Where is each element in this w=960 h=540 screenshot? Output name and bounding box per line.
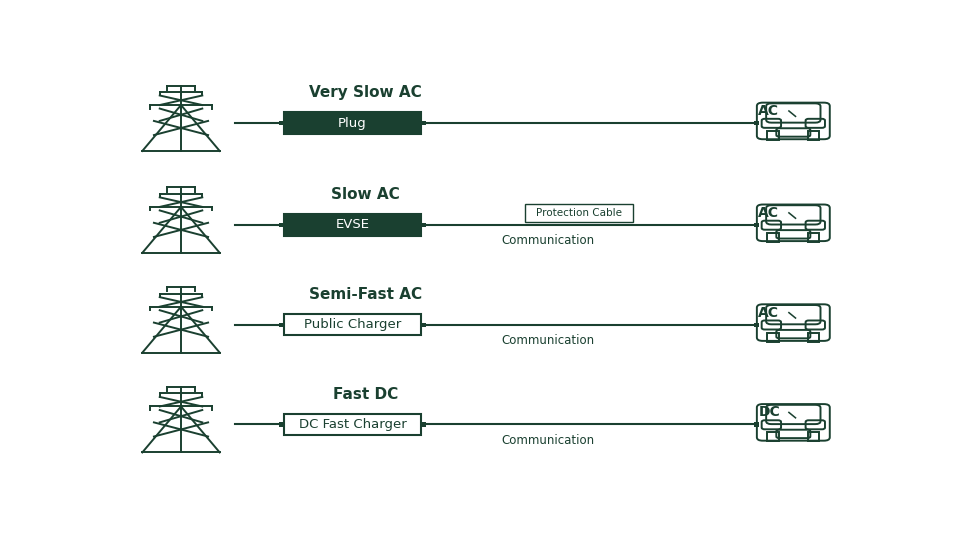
Bar bbox=[278, 322, 284, 327]
Bar bbox=[420, 322, 426, 327]
Bar bbox=[420, 223, 426, 227]
Bar bbox=[278, 223, 284, 227]
Text: EVSE: EVSE bbox=[335, 218, 370, 231]
Text: AC: AC bbox=[758, 104, 780, 118]
Text: AC: AC bbox=[758, 206, 780, 220]
Text: Communication: Communication bbox=[501, 334, 594, 347]
Text: Fast DC: Fast DC bbox=[333, 387, 398, 402]
Text: Communication: Communication bbox=[501, 434, 594, 447]
Bar bbox=[754, 422, 758, 427]
Bar bbox=[284, 414, 421, 435]
Bar bbox=[284, 214, 421, 235]
Bar bbox=[754, 223, 758, 227]
Text: DC: DC bbox=[758, 406, 780, 420]
Text: Plug: Plug bbox=[338, 117, 367, 130]
Bar bbox=[754, 121, 758, 125]
Bar bbox=[284, 112, 421, 134]
Text: Semi-Fast AC: Semi-Fast AC bbox=[309, 287, 422, 302]
Bar bbox=[278, 121, 284, 125]
Bar bbox=[525, 204, 634, 221]
Text: Slow AC: Slow AC bbox=[331, 187, 400, 202]
Text: Communication: Communication bbox=[501, 234, 594, 247]
Text: Public Charger: Public Charger bbox=[304, 318, 401, 331]
Text: AC: AC bbox=[758, 306, 780, 320]
Bar bbox=[278, 422, 284, 427]
Bar bbox=[754, 322, 758, 327]
Bar bbox=[420, 121, 426, 125]
Bar bbox=[284, 314, 421, 335]
Text: Very Slow AC: Very Slow AC bbox=[309, 85, 421, 100]
Bar bbox=[420, 422, 426, 427]
Text: DC Fast Charger: DC Fast Charger bbox=[299, 418, 406, 431]
Text: Protection Cable: Protection Cable bbox=[537, 208, 622, 218]
